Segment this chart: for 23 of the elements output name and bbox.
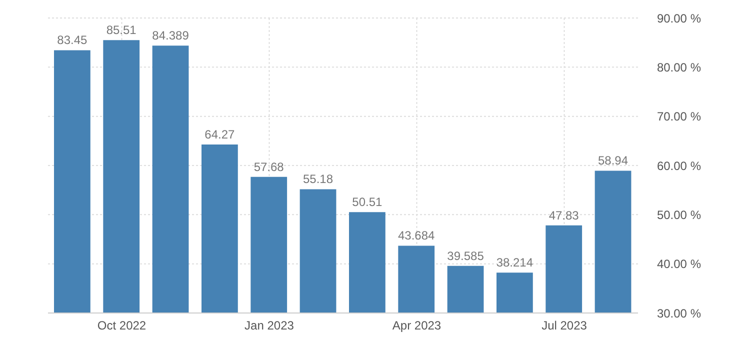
data-label: 83.45 — [57, 33, 88, 48]
data-label: 55.18 — [303, 172, 334, 186]
x-tick-label: Jan 2023 — [244, 318, 294, 333]
data-label: 50.51 — [352, 195, 383, 210]
data-label: 39.585 — [447, 248, 484, 263]
y-tick-label: 40.00 % — [656, 257, 702, 272]
data-label: 84.389 — [152, 28, 190, 43]
y-tick-label: 60.00 % — [656, 158, 702, 173]
x-tick-label: Jul 2023 — [542, 318, 588, 333]
x-tick-label: Oct 2022 — [97, 318, 146, 333]
y-tick-label: 90.00 % — [656, 11, 702, 26]
y-tick-label: 50.00 % — [656, 208, 702, 222]
data-label: 58.94 — [598, 154, 628, 168]
x-tick-label: Apr 2023 — [392, 318, 442, 333]
data-label: 43.684 — [398, 228, 436, 243]
data-label: 47.83 — [548, 208, 580, 222]
y-tick-label: 70.00 % — [656, 110, 702, 124]
data-label: 64.27 — [204, 128, 236, 142]
data-label: 85.51 — [106, 23, 137, 38]
data-label: 57.68 — [254, 160, 284, 174]
y-tick-label: 30.00 % — [656, 306, 702, 320]
data-label: 38.214 — [496, 256, 534, 270]
y-tick-label: 80.00 % — [656, 60, 702, 74]
